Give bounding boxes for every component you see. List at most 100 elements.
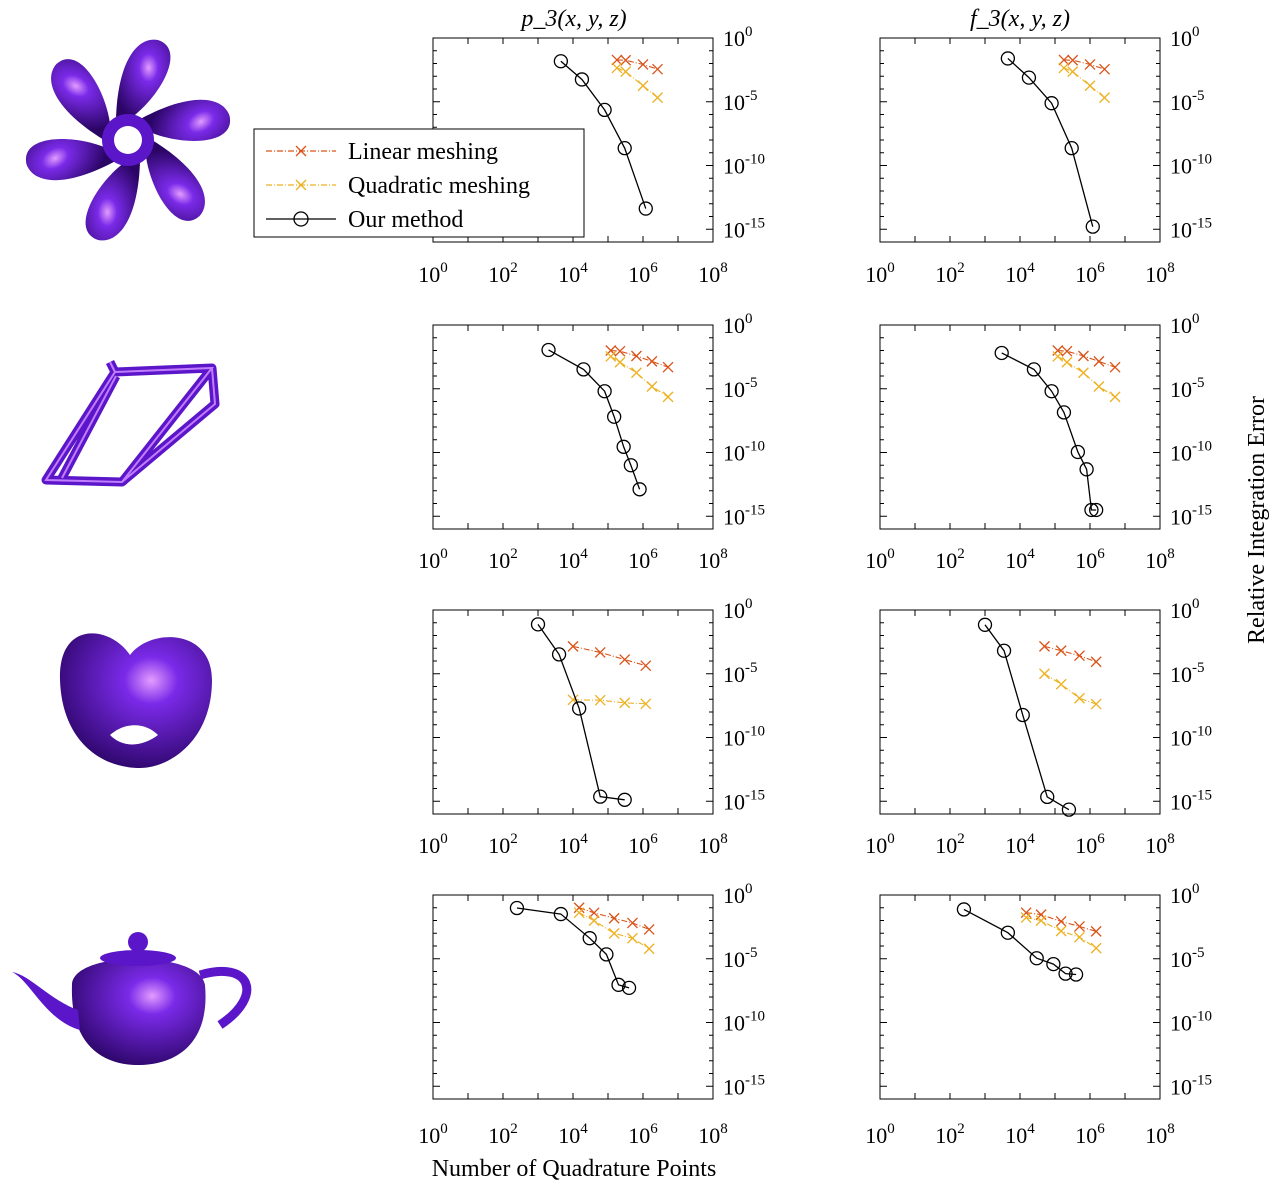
y-tick-label: 10-15 [723,1072,765,1099]
plot-panel-r2c1: 100 102 104 106 108 100 10-5 10-10 10-15 [418,311,765,573]
data-point [1056,405,1072,420]
data-point [553,54,569,69]
data-point [588,915,600,927]
y-axis-title: Relative Integration Error [1244,396,1270,644]
series-line [1001,352,1097,511]
propeller-blade [141,99,230,141]
data-point [620,66,632,78]
x-tick-label: 106 [628,546,658,573]
plot-frame [432,894,714,1100]
x-tick-label: 100 [865,1121,895,1148]
legend-marker [295,179,307,191]
y-tick-label: 100 [1170,24,1200,51]
bike-frame-tubes [41,359,220,487]
plot-panel-r2c2: 100 102 104 106 108 100 10-5 10-10 10-15 [865,311,1212,573]
x-tick-label: 100 [865,260,895,287]
data-point [605,351,617,362]
bike-frame-shape [41,359,220,487]
x-tick-label: 104 [558,1121,588,1148]
x-tick-label: 104 [558,831,588,858]
y-tick-label: 10-5 [1170,660,1205,687]
teapot-lid [100,950,176,966]
data-point [1061,802,1077,817]
data-point [611,977,626,992]
x-tick-label: 102 [935,260,965,287]
data-point [573,902,585,914]
data-point [1099,92,1110,104]
x-tick-label: 100 [865,546,895,573]
y-tick-label: 10-15 [723,215,765,242]
data-point [646,381,658,392]
propeller-hole [114,126,142,154]
teapot-knob [128,932,148,952]
y-tick-label: 100 [1170,311,1200,338]
data-point [623,458,639,473]
x-tick-label: 102 [488,1121,518,1148]
y-tick-label: 10-5 [723,375,758,402]
data-point [1109,391,1121,403]
data-point [1058,54,1070,66]
x-tick-label: 104 [1005,546,1035,573]
data-point [617,792,632,807]
x-tick-label: 102 [935,1121,965,1148]
data-point [1077,350,1089,362]
plot-frame [879,609,1161,815]
series-line [572,645,646,667]
data-point [1074,931,1085,943]
propeller-blade [51,59,111,140]
series-line [560,60,647,209]
x-tick-label: 102 [935,831,965,858]
x-tick-label: 102 [935,546,965,573]
data-point [607,409,622,424]
data-point [1084,59,1096,70]
data-point [1064,140,1079,156]
data-point [588,907,600,919]
data-point [1055,916,1067,927]
data-point [614,345,626,357]
teapot-shape [12,932,252,1065]
y-tick-label: 10-10 [1170,439,1212,466]
plot-panel-r4c1: 100 102 104 106 108 100 10-5 10-10 10-15 [418,881,765,1148]
data-point [1074,650,1085,662]
legend-marker [293,211,309,227]
x-tick-label: 106 [1075,831,1105,858]
y-tick-label: 10-15 [1170,215,1212,242]
data-point [1090,656,1102,668]
series-line [516,907,630,989]
data-point [1077,367,1089,379]
x-tick-label: 104 [558,546,588,573]
plot-frame [879,894,1161,1100]
data-point [1026,362,1042,377]
y-tick-label: 100 [723,881,753,908]
data-point [1046,956,1061,972]
series-line [1007,57,1094,227]
data-point [1000,51,1016,66]
y-tick-label: 10-5 [723,945,758,972]
propeller-blade [116,39,171,120]
data-point [572,701,587,716]
propeller-blade [26,139,115,181]
plot-frame [432,324,714,530]
legend-label: Quadratic meshing [348,173,530,199]
y-tick-label: 10-5 [723,88,758,115]
series-line [616,67,658,99]
data-point [1067,66,1079,78]
legend: Linear meshing Quadratic meshing Our metho… [253,128,585,238]
plot-frame [879,37,1161,243]
data-point [1084,502,1099,518]
data-point [1035,915,1047,927]
plot-panel-r3c1: 100 102 104 106 108 100 10-5 10-10 10-15 [418,596,765,858]
legend-marker [295,145,307,157]
x-tick-label: 106 [1075,260,1105,287]
x-tick-label: 106 [1075,1121,1105,1148]
data-point [1079,462,1094,477]
x-tick-label: 108 [698,260,728,287]
y-tick-label: 10-10 [1170,724,1212,751]
y-tick-label: 10-15 [1170,502,1212,529]
bike-frame-highlight [44,361,217,484]
data-point [1061,345,1073,357]
plot-panel-r4c2: 100 102 104 106 108 100 10-5 10-10 10-15 [865,881,1212,1148]
data-point [574,72,590,87]
